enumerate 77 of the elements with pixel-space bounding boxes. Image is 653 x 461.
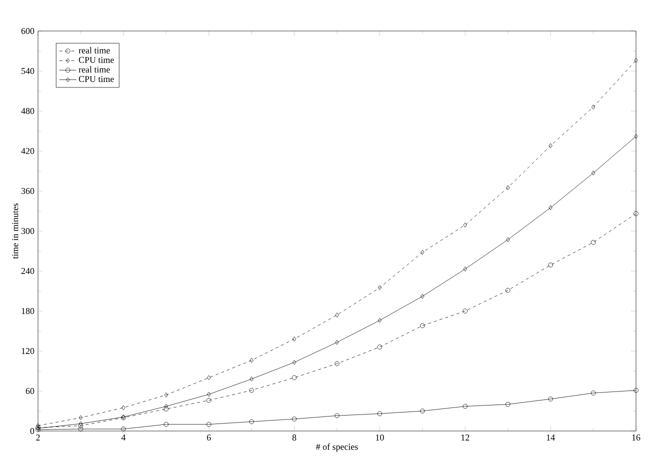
point [334,413,340,418]
point [548,262,553,268]
point [292,416,297,422]
point [249,388,254,393]
point [634,211,638,216]
point [420,323,425,328]
point [164,406,169,412]
y-tick-label: 180 [22,308,34,314]
point [505,288,510,293]
point [506,237,510,242]
point [590,240,596,245]
y-tick-label: 240 [21,268,34,274]
x-tick-label: 10 [376,434,384,441]
y-tick-label: 420 [21,148,34,154]
x-tick-label: 8 [292,434,296,441]
point [335,340,339,345]
point [292,360,296,365]
y-axis-title: time in minutes [12,203,18,259]
point [122,405,126,410]
x-tick-label: 12 [461,434,470,440]
point [548,143,552,148]
point [505,402,510,407]
y-tick-label: 360 [21,188,34,194]
point [634,58,638,63]
x-tick-label: 6 [207,434,211,441]
y-tick-label: 300 [21,228,34,234]
point [463,266,467,272]
point [164,392,168,398]
point [78,426,84,432]
point [206,422,212,427]
point [506,185,510,190]
point [292,336,296,342]
y-tick-label: 120 [22,348,34,354]
point [249,419,254,424]
point [420,294,424,299]
point [377,411,382,416]
y-tick-label: 600 [21,28,34,34]
point [78,421,83,426]
point [462,308,468,314]
y-tick-label: 0 [30,428,34,434]
point [335,312,339,318]
point [334,361,340,366]
point [250,376,254,382]
point [463,222,467,228]
point [207,392,211,397]
point [78,423,84,428]
x-tick-label: 2 [36,434,40,440]
point [250,358,254,363]
legend-label: CPU time [78,76,114,82]
y-tick-label: 540 [22,68,34,74]
x-axis-title: # of species [316,443,358,452]
y-tick-label: 480 [21,108,34,114]
point [377,344,382,350]
legend-label: real time [78,47,110,54]
point [292,375,297,380]
point [420,408,425,414]
point [548,205,552,210]
point [121,426,126,432]
point [548,396,553,402]
y-tick-label: 60 [26,388,34,394]
point [378,318,382,323]
point [206,398,212,403]
point [207,375,211,380]
x-tick-label: 16 [632,434,640,441]
point [378,285,382,290]
legend-label: CPU time [78,56,114,63]
point [591,170,596,176]
point [420,250,424,255]
x-tick-label: 14 [546,434,555,440]
point [590,390,596,396]
point [78,415,83,420]
legend-label: real time [78,66,110,73]
x-tick-label: 4 [121,434,126,440]
point [164,422,169,427]
point [591,104,596,110]
point [462,404,468,409]
point [164,404,168,409]
